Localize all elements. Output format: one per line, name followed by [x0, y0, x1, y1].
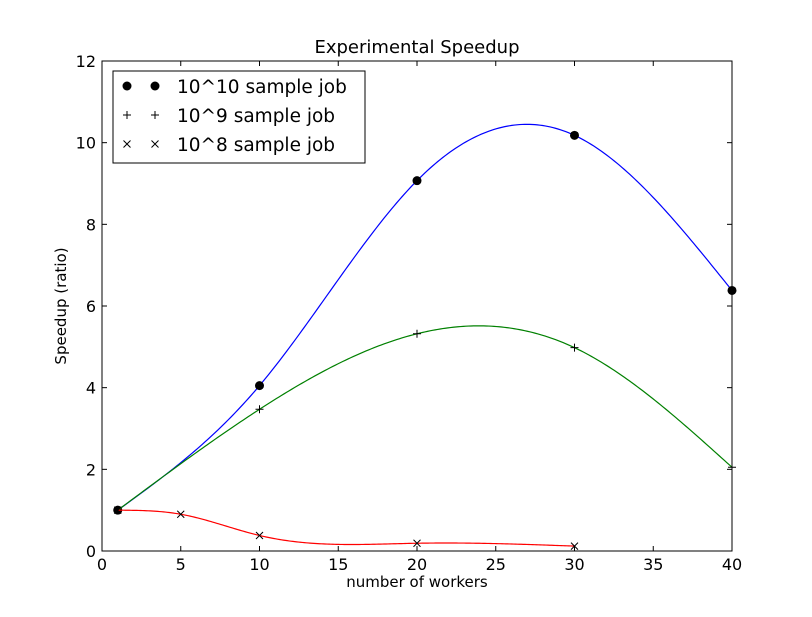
data-point-series-2 [413, 329, 421, 338]
chart-title: Experimental Speedup [314, 37, 519, 58]
data-point-series-3 [176, 510, 185, 519]
y-tick-label: 0 [86, 542, 96, 561]
data-point-series-1 [570, 130, 579, 140]
data-point-series-3 [255, 531, 264, 540]
y-tick-label: 12 [76, 52, 96, 71]
x-tick-label: 25 [486, 555, 506, 574]
x-tick-label: 20 [407, 555, 427, 574]
y-tick-label: 6 [86, 297, 96, 316]
ticks-layer: 0 5 10 15 20 25 30 35 40 0 2 4 6 8 10 12 [76, 52, 743, 574]
y-tick-label: 8 [86, 215, 96, 234]
legend-marker [151, 111, 159, 119]
legend-marker [123, 140, 131, 148]
legend-label: 10^9 sample job [177, 106, 335, 127]
series-line-2 [117, 325, 733, 511]
plot-frame [101, 60, 733, 552]
x-tick-label: 40 [722, 555, 742, 574]
data-point-series-2 [255, 405, 264, 414]
x-tick-label: 30 [564, 555, 584, 574]
legend-marker [122, 81, 132, 91]
data-point-series-2 [570, 343, 579, 352]
legend-label: 10^8 sample job [177, 135, 335, 156]
y-tick-label: 2 [86, 460, 96, 479]
data-point-series-3 [113, 506, 122, 515]
legend-marker [123, 111, 131, 119]
x-axis-label: number of workers [346, 573, 488, 591]
legend: 10^10 sample job 10^9 sample job 10^8 samp… [112, 70, 366, 164]
y-axis-label: Speedup (ratio) [52, 247, 70, 364]
series-line-3 [117, 509, 575, 547]
y-tick-label: 4 [86, 379, 96, 398]
x-tick-label: 35 [643, 555, 663, 574]
data-point-series-1 [412, 176, 422, 186]
legend-label: 10^10 sample job [177, 77, 347, 98]
data-point-series-1 [255, 381, 264, 391]
series-line-1 [117, 123, 733, 511]
x-tick-label: 0 [97, 555, 107, 574]
x-tick-label: 10 [249, 555, 269, 574]
data-point-series-3 [413, 539, 421, 548]
legend-marker [151, 140, 159, 148]
y-tick-label: 10 [76, 134, 96, 153]
x-tick-label: 5 [176, 555, 186, 574]
x-tick-label: 15 [328, 555, 348, 574]
legend-marker [150, 81, 160, 91]
